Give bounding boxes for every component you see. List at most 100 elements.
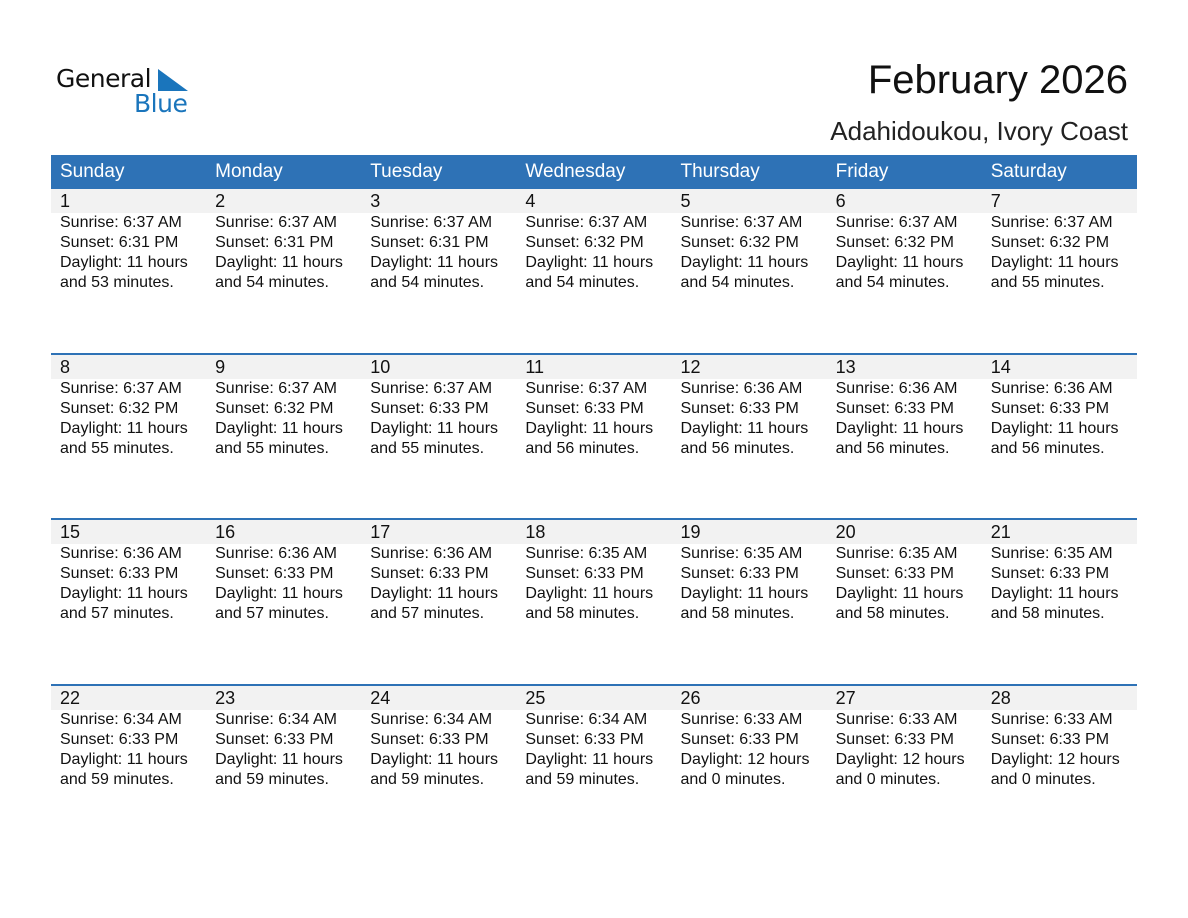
daylight-text: Daylight: 11 hours	[525, 254, 654, 271]
sunset-text: Sunset: 6:33 PM	[835, 731, 954, 748]
day-number: 8	[60, 357, 71, 377]
daylight-minutes-text: and 59 minutes.	[60, 771, 174, 788]
week-row: 1 Sunrise: 6:37 AM Sunset: 6:31 PM Daylight…	[51, 189, 1137, 354]
day-cell: 28 Sunrise: 6:33 AM Sunset: 6:33 PM Dayligh…	[982, 686, 1137, 849]
sunrise-text: Sunrise: 6:37 AM	[525, 380, 648, 397]
sunrise-text: Sunrise: 6:35 AM	[680, 545, 803, 562]
day-cell: 1 Sunrise: 6:37 AM Sunset: 6:31 PM Daylight…	[51, 189, 206, 354]
day-number-strip	[51, 355, 1137, 379]
sunset-text: Sunset: 6:33 PM	[680, 565, 799, 582]
daylight-text: Daylight: 11 hours	[680, 420, 809, 437]
daylight-minutes-text: and 58 minutes.	[525, 605, 640, 622]
day-cell: 19 Sunrise: 6:35 AM Sunset: 6:33 PM Dayligh…	[672, 520, 827, 683]
sunset-text: Sunset: 6:31 PM	[60, 234, 179, 251]
day-number: 16	[215, 522, 236, 542]
day-number: 18	[525, 522, 546, 542]
day-number: 3	[370, 191, 381, 211]
day-number: 10	[370, 357, 391, 377]
day-cell: 11 Sunrise: 6:37 AM Sunset: 6:33 PM Dayligh…	[516, 355, 671, 518]
day-number: 12	[680, 357, 701, 377]
sunset-text: Sunset: 6:33 PM	[370, 565, 489, 582]
day-cell: 9 Sunrise: 6:37 AM Sunset: 6:32 PM Daylight…	[206, 355, 361, 518]
day-number: 22	[60, 688, 81, 708]
sunrise-text: Sunrise: 6:33 AM	[990, 711, 1113, 728]
daylight-text: Daylight: 11 hours	[680, 254, 809, 271]
sunset-text: Sunset: 6:32 PM	[990, 234, 1110, 251]
logo-word-blue: Blue	[134, 89, 188, 118]
sunrise-text: Sunrise: 6:37 AM	[680, 214, 803, 231]
daylight-minutes-text: and 0 minutes.	[835, 771, 941, 788]
daylight-text: Daylight: 11 hours	[215, 420, 343, 437]
sunrise-text: Sunrise: 6:36 AM	[60, 545, 182, 562]
sunrise-text: Sunrise: 6:37 AM	[60, 380, 182, 397]
daylight-minutes-text: and 55 minutes.	[60, 440, 174, 457]
sunset-text: Sunset: 6:33 PM	[370, 731, 489, 748]
day-number: 14	[990, 357, 1011, 377]
page-title: February 2026	[867, 58, 1128, 102]
sunset-text: Sunset: 6:32 PM	[60, 400, 179, 417]
weekday-monday: Monday	[215, 161, 283, 182]
day-cell: 25 Sunrise: 6:34 AM Sunset: 6:33 PM Dayligh…	[516, 686, 671, 849]
day-number-strip	[51, 189, 1137, 213]
day-cell: 2 Sunrise: 6:37 AM Sunset: 6:31 PM Daylight…	[206, 189, 361, 354]
sunset-text: Sunset: 6:33 PM	[215, 565, 334, 582]
sunset-text: Sunset: 6:32 PM	[215, 400, 334, 417]
week-row: 22 Sunrise: 6:34 AM Sunset: 6:33 PM Dayligh…	[51, 684, 1137, 849]
sunset-text: Sunset: 6:33 PM	[680, 400, 799, 417]
weekday-wednesday: Wednesday	[525, 161, 626, 182]
sunrise-text: Sunrise: 6:36 AM	[370, 545, 493, 562]
sunset-text: Sunset: 6:31 PM	[370, 234, 489, 251]
sunrise-text: Sunrise: 6:36 AM	[680, 380, 803, 397]
sunset-text: Sunset: 6:32 PM	[680, 234, 799, 251]
day-number: 21	[990, 522, 1011, 542]
daylight-minutes-text: and 57 minutes.	[60, 605, 174, 622]
day-cell: 22 Sunrise: 6:34 AM Sunset: 6:33 PM Dayligh…	[51, 686, 206, 849]
sunset-text: Sunset: 6:33 PM	[835, 400, 954, 417]
day-cell: 6 Sunrise: 6:37 AM Sunset: 6:32 PM Daylight…	[827, 189, 982, 354]
sunrise-text: Sunrise: 6:37 AM	[525, 214, 648, 231]
daylight-text: Daylight: 11 hours	[370, 254, 499, 271]
sunset-text: Sunset: 6:33 PM	[60, 565, 179, 582]
daylight-minutes-text: and 59 minutes.	[525, 771, 640, 788]
daylight-text: Daylight: 11 hours	[835, 254, 964, 271]
day-cell: 7 Sunrise: 6:37 AM Sunset: 6:32 PM Daylight…	[982, 189, 1137, 354]
day-number: 1	[60, 191, 71, 211]
daylight-text: Daylight: 11 hours	[60, 751, 188, 768]
daylight-minutes-text: and 56 minutes.	[525, 440, 640, 457]
daylight-text: Daylight: 11 hours	[60, 585, 188, 602]
sunrise-text: Sunrise: 6:36 AM	[835, 380, 958, 397]
daylight-minutes-text: and 54 minutes.	[525, 274, 640, 291]
daylight-text: Daylight: 11 hours	[60, 420, 188, 437]
daylight-minutes-text: and 58 minutes.	[835, 605, 950, 622]
daylight-text: Daylight: 11 hours	[835, 420, 964, 437]
sunset-text: Sunset: 6:33 PM	[525, 400, 644, 417]
day-number: 26	[680, 688, 701, 708]
daylight-text: Daylight: 12 hours	[835, 751, 965, 768]
day-cell: 10 Sunrise: 6:37 AM Sunset: 6:33 PM Dayligh…	[361, 355, 516, 518]
daylight-text: Daylight: 11 hours	[525, 420, 654, 437]
sunrise-text: Sunrise: 6:37 AM	[370, 214, 493, 231]
sunrise-text: Sunrise: 6:33 AM	[835, 711, 958, 728]
day-number: 7	[990, 191, 1001, 211]
day-cell: 12 Sunrise: 6:36 AM Sunset: 6:33 PM Dayligh…	[672, 355, 827, 518]
day-cell: 5 Sunrise: 6:37 AM Sunset: 6:32 PM Daylight…	[672, 189, 827, 354]
sunset-text: Sunset: 6:32 PM	[525, 234, 644, 251]
day-number: 17	[370, 522, 391, 542]
daylight-text: Daylight: 11 hours	[990, 420, 1119, 437]
daylight-text: Daylight: 11 hours	[990, 254, 1119, 271]
day-number: 4	[525, 191, 536, 211]
day-number: 28	[990, 688, 1011, 708]
daylight-minutes-text: and 59 minutes.	[215, 771, 329, 788]
day-number: 23	[215, 688, 236, 708]
day-cell: 24 Sunrise: 6:34 AM Sunset: 6:33 PM Dayligh…	[361, 686, 516, 849]
day-cell: 8 Sunrise: 6:37 AM Sunset: 6:32 PM Daylight…	[51, 355, 206, 518]
logo-triangle-icon	[158, 69, 188, 91]
weekday-header: Sunday Monday Tuesday Wednesday Thursday Frid…	[51, 155, 1137, 189]
day-cell: 15 Sunrise: 6:36 AM Sunset: 6:33 PM Dayligh…	[51, 520, 206, 683]
daylight-minutes-text: and 56 minutes.	[835, 440, 950, 457]
sunset-text: Sunset: 6:33 PM	[990, 565, 1110, 582]
weekday-sunday: Sunday	[60, 161, 125, 182]
sunset-text: Sunset: 6:33 PM	[990, 731, 1110, 748]
sunrise-text: Sunrise: 6:34 AM	[215, 711, 337, 728]
